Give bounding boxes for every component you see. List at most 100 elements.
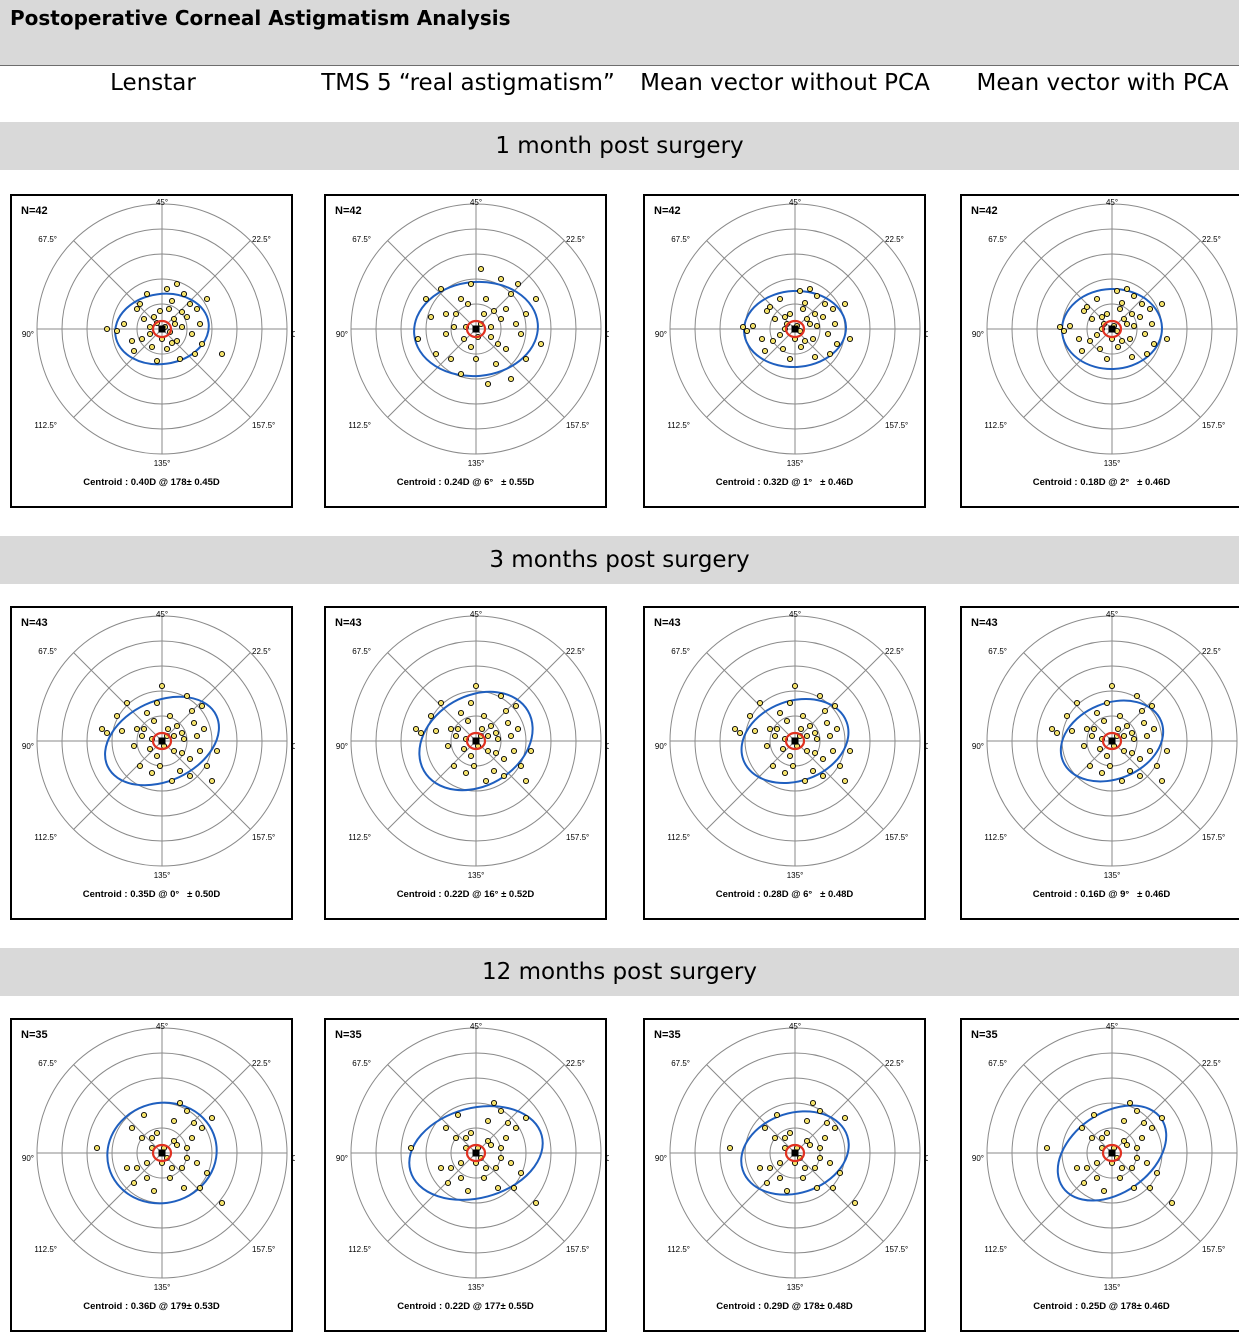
sample-size-label: N=42 xyxy=(654,205,681,217)
sample-size-label: N=35 xyxy=(654,1029,681,1041)
data-point xyxy=(836,1169,844,1177)
data-point xyxy=(1098,769,1106,777)
angle-label: 90° xyxy=(336,330,348,339)
data-point xyxy=(196,747,204,755)
data-point xyxy=(1100,1187,1108,1195)
data-point xyxy=(829,1184,837,1192)
sample-size-label: N=43 xyxy=(654,617,681,629)
data-point xyxy=(1063,712,1071,720)
data-point xyxy=(444,742,452,750)
data-point xyxy=(452,1134,460,1142)
data-point xyxy=(464,300,472,308)
data-point xyxy=(803,747,811,755)
data-point xyxy=(761,347,769,355)
data-point xyxy=(138,1134,146,1142)
angle-label: 22.5° xyxy=(885,647,904,656)
data-point xyxy=(763,1179,771,1187)
data-point xyxy=(1068,727,1076,735)
centroid-confidence-ellipse xyxy=(465,1143,487,1163)
data-point xyxy=(1093,1159,1101,1167)
angle-label: 67.5° xyxy=(988,235,1007,244)
data-point xyxy=(484,380,492,388)
polar-spoke xyxy=(73,240,163,330)
polar-spoke xyxy=(706,1064,796,1154)
polar-spoke xyxy=(73,652,163,742)
polar-plot-panel: 45° 22.5° 0, 180° 157.5° 135° 112.5° 90° 67.5° N… xyxy=(324,606,609,920)
centroid-marker xyxy=(791,737,799,745)
polar-spoke xyxy=(387,1152,477,1242)
centroid-confidence-ellipse xyxy=(151,1143,173,1163)
data-point xyxy=(432,727,440,735)
data-point xyxy=(500,772,508,780)
data-point xyxy=(522,1114,530,1122)
data-point xyxy=(1150,725,1158,733)
data-point xyxy=(809,335,817,343)
angle-label: 135° xyxy=(787,459,804,468)
polar-spoke xyxy=(794,1152,884,1242)
data-point xyxy=(816,1154,824,1162)
data-point xyxy=(1123,285,1131,293)
angle-label: 157.5° xyxy=(566,833,589,842)
data-point xyxy=(163,285,171,293)
data-point xyxy=(490,1099,498,1107)
centroid-marker xyxy=(472,737,480,745)
page-title-bar: Postoperative Corneal Astigmatism Analys… xyxy=(0,0,1239,66)
data-point xyxy=(464,717,472,725)
row-band-1-month: 1 month post surgery xyxy=(0,122,1239,170)
data-point xyxy=(813,322,821,330)
data-point xyxy=(467,1129,475,1137)
data-point xyxy=(497,315,505,323)
data-point xyxy=(442,310,450,318)
data-point xyxy=(457,295,465,303)
data-point xyxy=(1130,292,1138,300)
data-point xyxy=(450,762,458,770)
data-point xyxy=(776,1159,784,1167)
data-point xyxy=(1118,337,1126,345)
angle-label: 22.5° xyxy=(252,1059,271,1068)
centroid-caption: Centroid : 0.24D @ 6° ± 0.55D xyxy=(396,477,535,488)
angle-label: 135° xyxy=(468,871,485,880)
polar-spoke xyxy=(475,328,565,418)
data-point xyxy=(1073,1164,1081,1172)
angle-label: 0, 180° xyxy=(925,330,928,339)
data-point xyxy=(482,777,490,785)
data-point xyxy=(150,1187,158,1195)
data-point xyxy=(140,315,148,323)
data-point xyxy=(186,755,194,763)
data-point xyxy=(173,722,181,730)
angle-label: 22.5° xyxy=(252,647,271,656)
angle-label: 22.5° xyxy=(566,1059,585,1068)
data-point xyxy=(736,729,744,737)
data-point xyxy=(1080,307,1088,315)
centroid-caption: Centroid : 0.32D @ 1° ± 0.46D xyxy=(715,477,854,488)
centroid-confidence-ellipse xyxy=(1101,319,1123,339)
angle-label: 112.5° xyxy=(984,833,1007,842)
data-point xyxy=(504,1119,512,1127)
angle-label: 22.5° xyxy=(1202,1059,1221,1068)
data-point xyxy=(180,735,188,743)
polar-plot-svg: 45° 22.5° 0, 180° 157.5° 135° 112.5° 90° 67.5° xyxy=(22,198,295,468)
data-point xyxy=(218,1199,226,1207)
data-point xyxy=(1120,732,1128,740)
data-point xyxy=(156,307,164,315)
data-point xyxy=(203,295,211,303)
polar-spoke xyxy=(1023,1064,1113,1154)
angle-label: 45° xyxy=(470,198,482,207)
data-point xyxy=(492,360,500,368)
data-point xyxy=(809,1099,817,1107)
data-point xyxy=(1083,725,1091,733)
sd-ellipse xyxy=(106,1101,218,1205)
data-point xyxy=(170,747,178,755)
sample-size-label: N=43 xyxy=(21,617,48,629)
data-point xyxy=(171,320,179,328)
data-point xyxy=(178,308,186,316)
data-point xyxy=(797,343,805,351)
data-point xyxy=(1120,315,1128,323)
sample-size-label: N=43 xyxy=(335,617,362,629)
data-point xyxy=(176,767,184,775)
row-label: 12 months post surgery xyxy=(482,959,757,985)
data-point xyxy=(193,305,201,313)
data-point xyxy=(183,692,191,700)
polar-spoke xyxy=(387,328,477,418)
centroid-marker xyxy=(472,1149,480,1157)
